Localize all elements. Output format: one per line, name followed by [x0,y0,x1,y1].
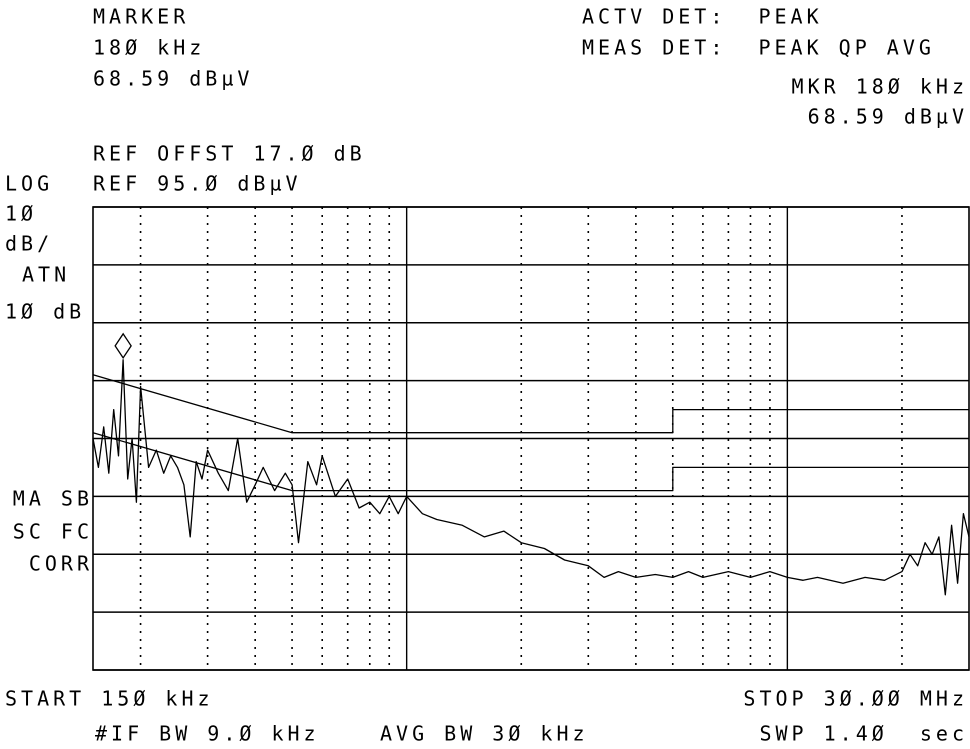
atn-label: ATN [22,263,70,287]
avg-bw: AVG BW 3Ø kHz [380,722,589,746]
scale-value: 1Ø [5,202,37,226]
trace [92,359,970,596]
marker-freq: 18Ø kHz [93,36,205,60]
sc-fc: SC FC [13,520,93,544]
start-freq: START 15Ø kHz [5,687,214,711]
ref-offset: REF OFFST 17.Ø dB [93,142,366,166]
ma-sb: MA SB [13,487,93,511]
meas-det: MEAS DET: PEAK QP AVG [582,36,935,60]
stop-freq: STOP 3Ø.ØØ MHz [743,687,968,711]
log-label: LOG [5,172,53,196]
atn-value: 1Ø dB [5,300,85,324]
scale-unit: dB/ [5,232,53,256]
actv-det: ACTV DET: PEAK [582,5,823,29]
if-bw: #IF BW 9.Ø kHz [95,722,320,746]
trace [92,374,969,434]
mkr-level: 68.59 dBµV [808,105,968,129]
mkr-freq: MKR 18Ø kHz [792,75,968,99]
ref-level: REF 95.Ø dBµV [93,172,302,196]
trace [92,432,969,492]
corr: CORR [29,552,93,576]
marker-level: 68.59 dBµV [93,67,253,91]
sweep-time: SWP 1.4Ø sec [759,722,968,746]
marker-label: MARKER [93,5,189,29]
marker-diamond [114,332,132,360]
